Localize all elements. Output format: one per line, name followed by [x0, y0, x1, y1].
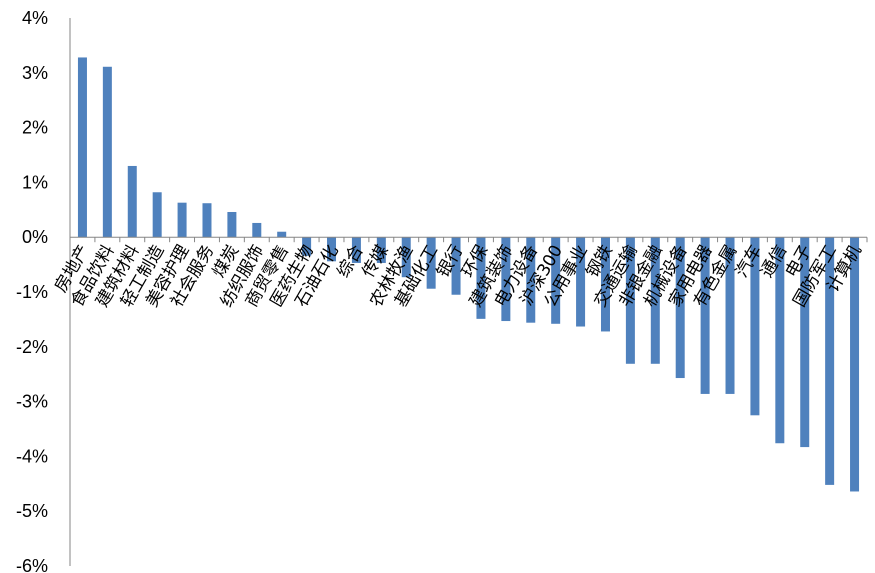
- bar: [576, 237, 586, 327]
- bar: [227, 211, 237, 238]
- y-tick-label: 3%: [22, 63, 48, 83]
- bar: [376, 237, 386, 263]
- category-label: 汽车: [732, 242, 766, 281]
- bar: [327, 237, 337, 262]
- bar: [675, 237, 685, 379]
- bar: [426, 237, 436, 289]
- bars-group: [77, 57, 860, 492]
- y-tick-label: -1%: [16, 282, 48, 302]
- y-tick-label: -3%: [16, 392, 48, 412]
- bar: [302, 237, 312, 256]
- bar: [476, 237, 486, 319]
- category-label: 综合: [333, 242, 367, 281]
- x-tick-marks: [69, 237, 868, 243]
- bar: [800, 237, 810, 448]
- y-tick-label: -5%: [16, 501, 48, 521]
- y-tick-label: 1%: [22, 172, 48, 192]
- bar: [177, 202, 187, 238]
- bar: [202, 203, 212, 238]
- bar: [700, 237, 710, 394]
- bar: [277, 231, 287, 238]
- y-tick-label: -6%: [16, 556, 48, 573]
- y-tick-label: 4%: [22, 8, 48, 28]
- bar: [102, 66, 112, 238]
- category-label: 通信: [757, 242, 791, 281]
- bar: [600, 237, 610, 332]
- bar: [152, 192, 162, 238]
- bar: [451, 237, 461, 295]
- bar: [252, 222, 262, 238]
- category-label: 银行: [433, 242, 467, 281]
- bar: [77, 57, 87, 238]
- bar: [825, 237, 835, 485]
- bar: [401, 237, 411, 278]
- y-axis-tick-labels: 4% 3% 2% 1% 0% -1% -2% -3% -4% -5% -6%: [16, 8, 48, 573]
- y-tick-label: -2%: [16, 337, 48, 357]
- bar: [551, 237, 561, 324]
- bar: [127, 165, 137, 238]
- bar: [501, 237, 511, 322]
- bar: [650, 237, 660, 364]
- y-tick-label: 0%: [22, 227, 48, 247]
- bar: [750, 237, 760, 416]
- y-tick-label: 2%: [22, 118, 48, 138]
- y-tick-label: -4%: [16, 446, 48, 466]
- bar: [775, 237, 785, 444]
- bar: [526, 237, 536, 323]
- bar: [850, 237, 860, 492]
- bar: [725, 237, 735, 394]
- bar: [625, 237, 635, 364]
- bar: [351, 237, 361, 263]
